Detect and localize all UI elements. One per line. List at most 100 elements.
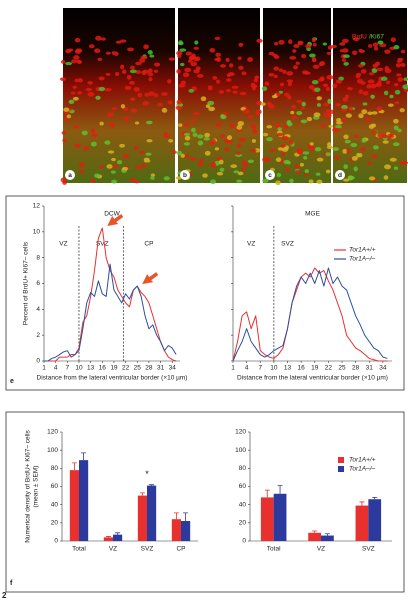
cell bbox=[275, 157, 282, 162]
bar bbox=[260, 497, 274, 541]
cell bbox=[134, 121, 140, 125]
cell bbox=[223, 112, 229, 116]
cell bbox=[147, 72, 154, 77]
cell bbox=[332, 147, 339, 152]
cell bbox=[358, 113, 364, 119]
y-tick-label: 40 bbox=[239, 501, 247, 508]
cell bbox=[399, 160, 406, 166]
cell bbox=[274, 41, 279, 46]
cell bbox=[382, 140, 389, 144]
cell bbox=[139, 58, 146, 63]
cell bbox=[72, 85, 77, 89]
cell bbox=[74, 78, 80, 83]
cell bbox=[286, 161, 291, 165]
cell bbox=[376, 67, 384, 72]
legend-swatch bbox=[338, 466, 344, 472]
cell bbox=[87, 91, 95, 97]
cell bbox=[341, 105, 348, 110]
cell bbox=[313, 112, 321, 118]
cell bbox=[59, 77, 67, 81]
x-tick-label: 34 bbox=[169, 365, 177, 372]
cell bbox=[99, 165, 104, 169]
y-axis-label: Numerical density of BrdU+ Ki67– cells bbox=[25, 429, 32, 542]
cell bbox=[236, 124, 243, 130]
arrow bbox=[142, 272, 159, 285]
cell bbox=[104, 87, 112, 92]
cell bbox=[95, 35, 102, 41]
cell bbox=[114, 71, 120, 77]
cell bbox=[147, 50, 153, 55]
cell bbox=[100, 37, 106, 41]
y-tick-label: 40 bbox=[51, 501, 59, 508]
cell bbox=[123, 116, 130, 122]
cell bbox=[61, 131, 67, 135]
x-tick-label: 13 bbox=[87, 365, 95, 372]
cell bbox=[400, 63, 406, 68]
cell bbox=[370, 94, 375, 99]
cell bbox=[68, 48, 74, 52]
cell bbox=[176, 150, 182, 156]
cell bbox=[163, 134, 171, 138]
cell bbox=[344, 94, 349, 99]
y-tick-label: 80 bbox=[51, 465, 59, 472]
cell bbox=[256, 38, 263, 43]
cell bbox=[87, 81, 94, 85]
bar bbox=[355, 505, 369, 541]
cell bbox=[343, 164, 348, 170]
cell bbox=[311, 79, 319, 85]
cell bbox=[89, 178, 96, 183]
cell bbox=[229, 63, 234, 68]
cell bbox=[254, 75, 260, 80]
cell bbox=[238, 137, 246, 142]
x-tick-label: 4 bbox=[54, 365, 58, 372]
cell bbox=[291, 115, 298, 119]
cell bbox=[176, 50, 183, 56]
cell bbox=[361, 109, 368, 115]
cell bbox=[197, 140, 204, 146]
cell bbox=[276, 172, 282, 178]
cell bbox=[142, 101, 150, 106]
cell bbox=[70, 91, 76, 95]
y-tick-label: 60 bbox=[51, 483, 59, 490]
cell bbox=[287, 81, 292, 87]
cell bbox=[150, 173, 156, 177]
cell bbox=[343, 134, 349, 140]
legend-label: Tor1A–/– bbox=[349, 256, 376, 263]
cell bbox=[176, 69, 181, 74]
cell bbox=[95, 95, 101, 100]
cell bbox=[301, 101, 306, 107]
cell bbox=[251, 85, 257, 91]
cell bbox=[111, 107, 118, 111]
cell bbox=[325, 152, 332, 157]
bar bbox=[147, 485, 157, 541]
cell bbox=[297, 40, 304, 46]
cell bbox=[295, 61, 300, 65]
cell bbox=[85, 87, 92, 92]
y-tick-label: 0 bbox=[54, 538, 58, 545]
cell bbox=[292, 49, 297, 53]
cell bbox=[390, 37, 397, 43]
x-tick-label: 19 bbox=[311, 365, 319, 372]
cell bbox=[299, 162, 304, 167]
cell bbox=[171, 150, 177, 155]
cell bbox=[110, 170, 117, 174]
bar bbox=[69, 470, 79, 541]
cell bbox=[309, 53, 316, 58]
cell bbox=[232, 90, 238, 94]
cell bbox=[130, 97, 136, 101]
y-tick-label: 6 bbox=[36, 280, 40, 287]
cell bbox=[332, 83, 338, 88]
cell bbox=[242, 160, 247, 166]
cell bbox=[107, 150, 115, 154]
cell bbox=[212, 75, 218, 80]
region-label: VZ bbox=[59, 241, 67, 248]
cell bbox=[153, 93, 159, 98]
cell bbox=[230, 164, 238, 169]
cell bbox=[153, 69, 159, 73]
cell bbox=[215, 122, 222, 127]
cell bbox=[233, 170, 240, 174]
cell bbox=[343, 61, 349, 66]
cell bbox=[352, 50, 358, 56]
cell bbox=[63, 107, 70, 112]
chart-title: MGE bbox=[305, 211, 320, 218]
